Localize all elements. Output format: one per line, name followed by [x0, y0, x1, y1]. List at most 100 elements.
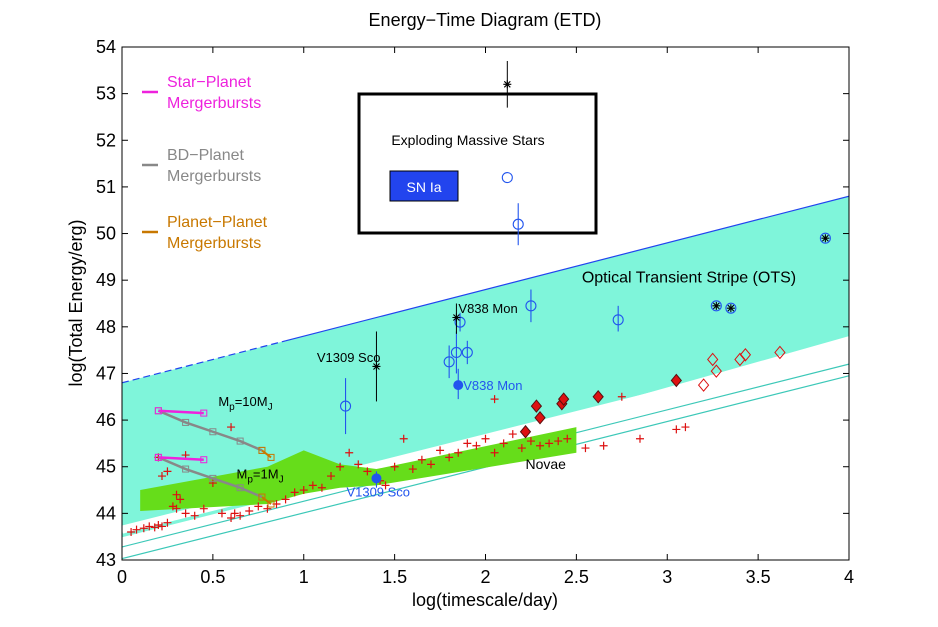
exploding-box-label: Exploding Massive Stars — [391, 132, 544, 148]
black-star-point — [372, 362, 381, 371]
red-open-diamond — [697, 378, 710, 392]
red-plus-point — [208, 479, 217, 488]
red-plus-point — [363, 467, 372, 476]
planet-planet-track — [261, 449, 272, 459]
blue-open-circle — [501, 172, 513, 184]
red-plus-point — [681, 423, 690, 432]
y-tick-label: 53 — [96, 84, 116, 104]
red-plus-point — [635, 434, 644, 443]
red-plus-point — [227, 514, 236, 523]
black-star-point — [452, 313, 461, 322]
sn-ia-box — [389, 170, 459, 202]
blue-open-circle — [340, 400, 352, 412]
planet-planet-marker — [267, 500, 275, 508]
red-plus-point — [157, 472, 166, 481]
black-star-point — [503, 80, 512, 89]
red-plus-point — [517, 444, 526, 453]
legend-label-bd_planet: BD−Planet — [167, 147, 244, 164]
red-plus-point — [672, 425, 681, 434]
red-plus-point — [139, 524, 148, 533]
red-plus-point — [172, 490, 181, 499]
red-plus-point — [354, 460, 363, 469]
blue-open-circle — [512, 218, 524, 230]
red-plus-point — [281, 495, 290, 504]
point-label: V1309 Sco — [317, 350, 381, 365]
red-plus-point — [436, 446, 445, 455]
y-tick-label: 45 — [96, 457, 116, 477]
star-planet-track — [158, 456, 204, 461]
x-tick-label: 1 — [299, 567, 309, 587]
red-plus-point — [381, 481, 390, 490]
red-plus-point — [236, 511, 245, 520]
red-plus-point — [617, 392, 626, 401]
blue-filled-point — [371, 473, 382, 484]
bd-planet-track — [157, 409, 263, 452]
x-tick-label: 0 — [117, 567, 127, 587]
blue-open-circle — [525, 300, 537, 312]
bd-planet-marker — [182, 418, 190, 426]
blue-open-circle — [461, 346, 473, 359]
circled-star-point — [821, 234, 830, 243]
circled-star-point — [712, 301, 721, 310]
exploding-box-frame — [357, 92, 598, 235]
red-plus-point — [263, 504, 272, 513]
red-plus-point — [154, 521, 163, 530]
blue-open-circle — [443, 356, 455, 368]
x-tick-label: 3.5 — [746, 567, 771, 587]
mass-label-mid: =10M — [235, 394, 268, 409]
legend-label-star_planet: Star−Planet — [167, 74, 252, 91]
red-filled-diamond — [592, 389, 604, 404]
legend-label-planet_planet: Mergerbursts — [167, 235, 261, 252]
red-plus-point — [472, 441, 481, 450]
data-marks — [127, 60, 831, 537]
red-plus-point — [599, 441, 608, 450]
red-filled-diamond — [534, 410, 546, 425]
mass-label-sub: p — [229, 402, 235, 413]
blue-point-label: V838 Mon — [463, 378, 522, 393]
red-open-diamond — [734, 352, 746, 367]
y-axis-label: log(Total Energy/erg) — [66, 219, 86, 386]
y-tick-label: 52 — [96, 130, 116, 150]
y-tick-label: 49 — [96, 270, 116, 290]
ots-label: Optical Transient Stripe (OTS) — [582, 270, 796, 287]
y-axis-ticks: 43 44 45 46 47 48 49 50 51 52 53 54 — [96, 37, 849, 570]
x-tick-label: 2 — [480, 567, 490, 587]
planet-planet-marker — [258, 493, 266, 501]
red-plus-point — [426, 460, 435, 469]
red-plus-point — [327, 472, 336, 481]
x-axis-ticks: 0 0.5 1 1.5 2 2.5 3 3.5 4 — [117, 47, 854, 587]
star-planet-marker — [154, 453, 162, 461]
circled-star-point — [726, 304, 735, 313]
planet-planet-track — [261, 496, 272, 505]
red-plus-point — [157, 522, 166, 531]
star-planet-track — [158, 409, 204, 415]
star-planet-marker — [154, 407, 162, 415]
mass-label-mid: =1M — [253, 466, 279, 481]
legend-label-star_planet: Mergerbursts — [167, 95, 261, 112]
x-tick-label: 1.5 — [382, 567, 407, 587]
red-plus-point — [445, 453, 454, 462]
red-plus-point — [145, 522, 154, 531]
red-plus-point — [508, 430, 517, 439]
star-planet-marker — [200, 456, 208, 464]
red-plus-point — [526, 437, 535, 446]
red-plus-point — [499, 439, 508, 448]
y-tick-label: 51 — [96, 177, 116, 197]
sn-ia-label: SN Ia — [406, 179, 441, 195]
red-plus-point — [308, 481, 317, 490]
red-plus-point — [176, 495, 185, 504]
blue-open-circle — [450, 346, 462, 359]
mass-label-main: M — [237, 466, 248, 481]
red-plus-point — [254, 502, 263, 511]
novae-label: Novae — [525, 456, 566, 472]
red-open-diamond — [710, 364, 722, 378]
chart-title: Energy−Time Diagram (ETD) — [369, 10, 602, 30]
red-plus-point — [336, 462, 345, 471]
mass-label-main: M — [218, 394, 229, 409]
blue-point-label: V1309 Sco — [346, 484, 410, 499]
y-tick-label: 43 — [96, 550, 116, 570]
bd-planet-marker — [209, 428, 217, 436]
mass-label: Mp=10MJ — [218, 394, 272, 413]
blue-filled-point — [453, 380, 464, 391]
bd-planet-track — [157, 456, 263, 499]
